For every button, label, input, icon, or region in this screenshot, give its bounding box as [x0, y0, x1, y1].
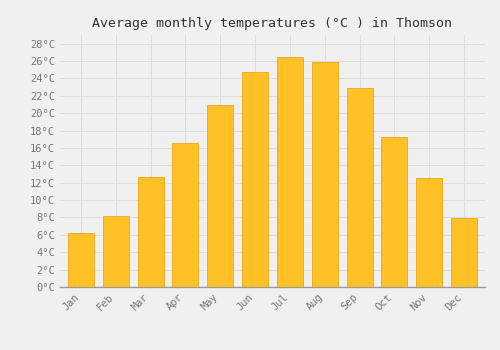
- Bar: [207, 105, 234, 287]
- Bar: [242, 72, 268, 287]
- Bar: [416, 178, 442, 287]
- Title: Average monthly temperatures (°C ) in Thomson: Average monthly temperatures (°C ) in Th…: [92, 17, 452, 30]
- Bar: [277, 57, 303, 287]
- Bar: [172, 143, 199, 287]
- Bar: [451, 218, 477, 287]
- Bar: [382, 136, 407, 287]
- Bar: [312, 62, 338, 287]
- Bar: [138, 177, 164, 287]
- Bar: [102, 216, 129, 287]
- Bar: [68, 233, 94, 287]
- Bar: [346, 88, 372, 287]
